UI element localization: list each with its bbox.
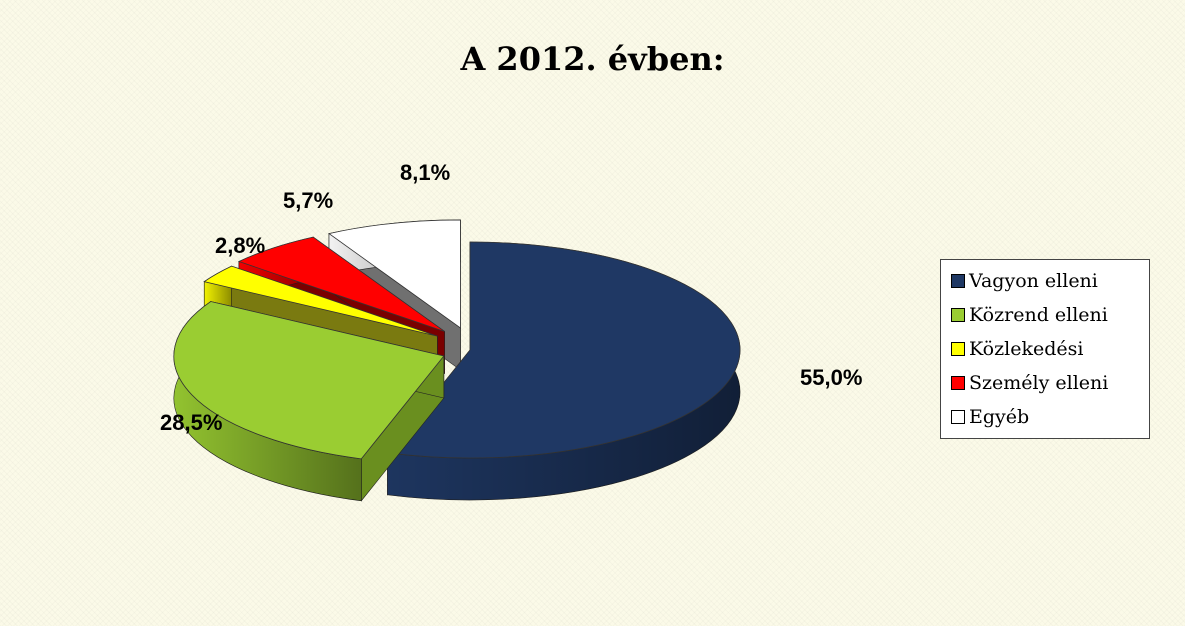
legend-swatch (951, 376, 965, 390)
legend-swatch (951, 410, 965, 424)
chart-title: A 2012. évben: (460, 40, 725, 78)
legend-item: Személy elleni (951, 366, 1149, 400)
legend-item: Közlekedési (951, 332, 1149, 366)
legend-label: Személy elleni (969, 372, 1109, 394)
legend-label: Közrend elleni (969, 304, 1108, 326)
legend-item: Egyéb (951, 400, 1149, 434)
legend-item: Vagyon elleni (951, 264, 1149, 298)
legend-swatch (951, 274, 965, 288)
pie-slice (328, 219, 461, 329)
data-label: 55,0% (800, 365, 862, 390)
legend-label: Egyéb (969, 406, 1030, 428)
pie-slice (173, 301, 445, 460)
legend-swatch (951, 342, 965, 356)
legend-label: Közlekedési (969, 338, 1084, 360)
legend-item: Közrend elleni (951, 298, 1149, 332)
legend-swatch (951, 308, 965, 322)
pie-slice (386, 241, 741, 459)
pie-slice (237, 236, 445, 332)
pie-slice (203, 265, 438, 337)
data-label: 8,1% (400, 160, 450, 185)
data-label: 2,8% (215, 233, 265, 258)
data-label: 5,7% (283, 188, 333, 213)
legend-label: Vagyon elleni (969, 270, 1098, 292)
legend: Vagyon elleni Közrend elleni Közlekedési… (940, 259, 1150, 439)
data-label: 28,5% (160, 410, 222, 435)
